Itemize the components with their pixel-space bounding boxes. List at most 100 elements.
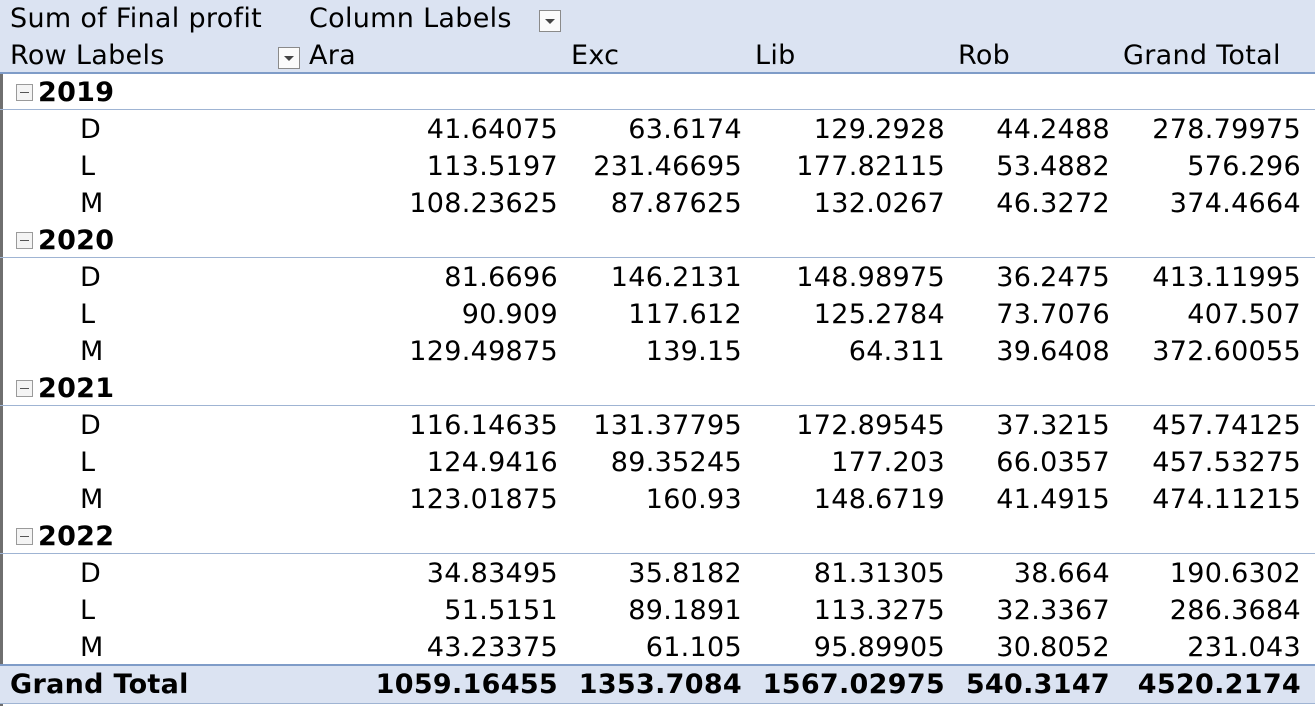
bottom-border xyxy=(0,703,1315,704)
cell-exc: 87.87625 xyxy=(610,188,742,219)
grand-total-exc: 1353.7084 xyxy=(578,669,742,700)
cell-exc: 117.612 xyxy=(628,299,742,330)
pivot-header-row-1: Sum of Final profit Column Labels xyxy=(0,0,1315,37)
row-label: L xyxy=(80,447,96,478)
cell-rob: 37.3215 xyxy=(996,410,1110,441)
row-label: M xyxy=(80,188,104,219)
grand-total-label: Grand Total xyxy=(10,669,189,700)
chevron-down-icon xyxy=(545,18,555,24)
row-labels-filter-button[interactable] xyxy=(278,47,300,69)
cell-exc: 89.1891 xyxy=(628,595,742,626)
cell-rob: 53.4882 xyxy=(996,151,1110,182)
row-label: D xyxy=(80,410,102,441)
column-labels-filter-button[interactable] xyxy=(539,10,561,32)
row-label: D xyxy=(80,262,102,293)
group-row-2020: 2020 xyxy=(0,222,1315,259)
cell-exc: 139.15 xyxy=(645,336,742,367)
grand-total-row: Grand Total 1059.16455 1353.7084 1567.02… xyxy=(0,666,1315,703)
cell-exc: 63.6174 xyxy=(628,114,742,145)
grand-total-lib: 1567.02975 xyxy=(762,669,945,700)
cell-lib: 177.82115 xyxy=(796,151,945,182)
cell-lib: 125.2784 xyxy=(813,299,945,330)
cell-lib: 148.98975 xyxy=(796,262,945,293)
group-separator xyxy=(0,405,1315,406)
cell-exc: 231.46695 xyxy=(593,151,742,182)
collapse-minus-icon[interactable] xyxy=(16,84,33,101)
group-row-2021: 2021 xyxy=(0,370,1315,407)
cell-exc: 89.35245 xyxy=(610,447,742,478)
row-label: M xyxy=(80,632,104,663)
cell-exc: 160.93 xyxy=(645,484,742,515)
grand-total-all: 4520.2174 xyxy=(1137,669,1301,700)
group-label: 2022 xyxy=(38,521,115,552)
table-row: M 43.23375 61.105 95.89905 30.8052 231.0… xyxy=(0,629,1315,666)
column-header-ara: Ara xyxy=(309,40,357,71)
collapse-minus-icon[interactable] xyxy=(16,380,33,397)
group-label: 2020 xyxy=(38,225,115,256)
table-row: M 129.49875 139.15 64.311 39.6408 372.60… xyxy=(0,333,1315,370)
cell-grand-total: 457.53275 xyxy=(1152,447,1301,478)
cell-lib: 177.203 xyxy=(831,447,945,478)
table-row: D 34.83495 35.8182 81.31305 38.664 190.6… xyxy=(0,555,1315,592)
cell-rob: 41.4915 xyxy=(996,484,1110,515)
cell-lib: 113.3275 xyxy=(813,595,945,626)
cell-ara: 123.01875 xyxy=(409,484,558,515)
cell-rob: 46.3272 xyxy=(996,188,1110,219)
row-label: L xyxy=(80,151,96,182)
cell-rob: 39.6408 xyxy=(996,336,1110,367)
row-label: D xyxy=(80,558,102,589)
cell-ara: 129.49875 xyxy=(409,336,558,367)
cell-grand-total: 413.11995 xyxy=(1152,262,1301,293)
row-label: L xyxy=(80,299,96,330)
table-row: D 81.6696 146.2131 148.98975 36.2475 413… xyxy=(0,259,1315,296)
row-label: M xyxy=(80,336,104,367)
group-label: 2021 xyxy=(38,373,115,404)
cell-grand-total: 374.4664 xyxy=(1169,188,1301,219)
table-row: L 124.9416 89.35245 177.203 66.0357 457.… xyxy=(0,444,1315,481)
column-header-rob: Rob xyxy=(958,40,1011,71)
table-row: M 108.23625 87.87625 132.0267 46.3272 37… xyxy=(0,185,1315,222)
cell-ara: 41.64075 xyxy=(426,114,558,145)
cell-rob: 66.0357 xyxy=(996,447,1110,478)
column-header-exc: Exc xyxy=(571,40,620,71)
cell-exc: 35.8182 xyxy=(628,558,742,589)
sheet-left-border xyxy=(0,0,3,706)
group-row-2019: 2019 xyxy=(0,74,1315,111)
cell-exc: 146.2131 xyxy=(610,262,742,293)
cell-rob: 38.664 xyxy=(1013,558,1110,589)
cell-exc: 61.105 xyxy=(645,632,742,663)
cell-ara: 34.83495 xyxy=(426,558,558,589)
pivot-header-row-2: Row Labels Ara Exc Lib Rob Grand Total xyxy=(0,37,1315,74)
cell-ara: 51.5151 xyxy=(444,595,558,626)
cell-grand-total: 372.60055 xyxy=(1152,336,1301,367)
row-label: L xyxy=(80,595,96,626)
group-separator xyxy=(0,553,1315,554)
row-label: M xyxy=(80,484,104,515)
grand-total-ara: 1059.16455 xyxy=(375,669,558,700)
cell-rob: 73.7076 xyxy=(996,299,1110,330)
row-labels-caption: Row Labels xyxy=(10,40,165,71)
cell-rob: 36.2475 xyxy=(996,262,1110,293)
cell-ara: 81.6696 xyxy=(444,262,558,293)
cell-lib: 81.31305 xyxy=(813,558,945,589)
cell-grand-total: 286.3684 xyxy=(1169,595,1301,626)
cell-ara: 116.14635 xyxy=(409,410,558,441)
grand-total-rob: 540.3147 xyxy=(965,669,1110,700)
collapse-minus-icon[interactable] xyxy=(16,232,33,249)
table-row: L 51.5151 89.1891 113.3275 32.3367 286.3… xyxy=(0,592,1315,629)
cell-grand-total: 457.74125 xyxy=(1152,410,1301,441)
values-field-label: Sum of Final profit xyxy=(10,3,263,34)
group-separator xyxy=(0,257,1315,258)
cell-grand-total: 407.507 xyxy=(1187,299,1301,330)
cell-rob: 30.8052 xyxy=(996,632,1110,663)
table-row: M 123.01875 160.93 148.6719 41.4915 474.… xyxy=(0,481,1315,518)
collapse-minus-icon[interactable] xyxy=(16,528,33,545)
header-separator xyxy=(0,72,1315,74)
column-header-lib: Lib xyxy=(755,40,796,71)
cell-lib: 64.311 xyxy=(848,336,945,367)
cell-lib: 172.89545 xyxy=(796,410,945,441)
chevron-down-icon xyxy=(284,55,294,61)
group-row-2022: 2022 xyxy=(0,518,1315,555)
cell-ara: 90.909 xyxy=(461,299,558,330)
